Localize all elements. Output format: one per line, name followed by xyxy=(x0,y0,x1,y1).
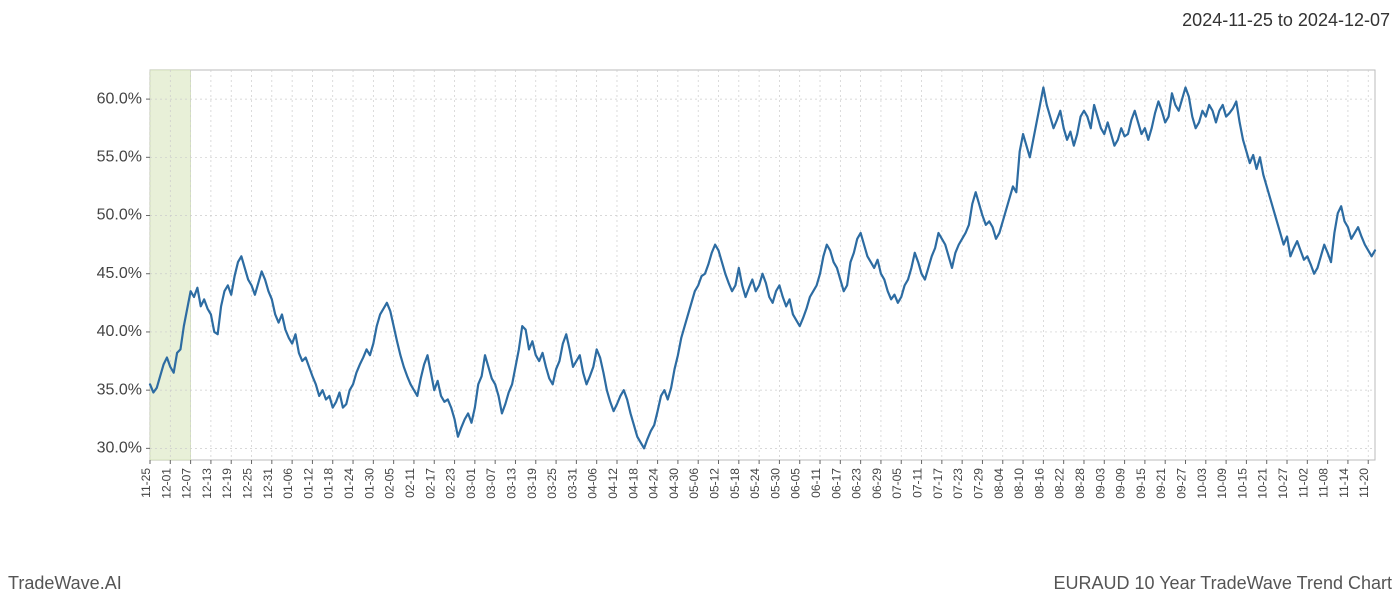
x-tick-label: 07-23 xyxy=(951,468,965,499)
x-tick-label: 03-19 xyxy=(525,468,539,499)
x-tick-label: 10-21 xyxy=(1256,468,1270,499)
x-tick-label: 05-12 xyxy=(708,468,722,499)
x-tick-label: 10-15 xyxy=(1235,468,1249,499)
x-tick-label: 02-23 xyxy=(444,468,458,499)
x-tick-label: 06-29 xyxy=(870,468,884,499)
x-tick-label: 04-06 xyxy=(586,468,600,499)
x-tick-label: 09-15 xyxy=(1134,468,1148,499)
x-tick-label: 12-07 xyxy=(180,468,194,499)
y-tick-label: 35.0% xyxy=(97,381,142,398)
x-tick-label: 02-05 xyxy=(383,468,397,499)
y-tick-label: 50.0% xyxy=(97,207,142,224)
x-tick-label: 06-05 xyxy=(789,468,803,499)
x-tick-label: 05-06 xyxy=(687,468,701,499)
x-tick-label: 12-25 xyxy=(241,468,255,499)
x-tick-label: 08-04 xyxy=(992,468,1006,499)
x-tick-label: 11-25 xyxy=(139,468,153,498)
x-tick-label: 09-27 xyxy=(1174,468,1188,499)
footer-brand: TradeWave.AI xyxy=(8,573,122,594)
x-tick-label: 01-30 xyxy=(362,468,376,499)
x-tick-label: 07-29 xyxy=(971,468,985,499)
x-tick-label: 11-20 xyxy=(1357,468,1371,498)
x-tick-label: 09-03 xyxy=(1093,468,1107,499)
date-range-label: 2024-11-25 to 2024-12-07 xyxy=(1182,10,1390,31)
x-tick-label: 06-17 xyxy=(829,468,843,499)
chart-area: 30.0% 35.0% 40.0% 45.0% 50.0% 55.0% 60.0% 11-25… xyxy=(80,60,1385,510)
x-tick-label: 01-12 xyxy=(301,468,315,499)
x-tick-label: 11-08 xyxy=(1317,468,1331,498)
x-tick-label: 04-12 xyxy=(606,468,620,499)
x-tick-label: 07-05 xyxy=(890,468,904,499)
x-tick-label: 05-18 xyxy=(728,468,742,499)
x-tick-label: 09-21 xyxy=(1154,468,1168,499)
x-tick-label: 02-17 xyxy=(423,468,437,499)
x-tick-label: 03-13 xyxy=(504,468,518,499)
x-tick-label: 03-25 xyxy=(545,468,559,499)
x-tick-label: 01-06 xyxy=(281,468,295,499)
x-tick-label: 04-18 xyxy=(626,468,640,499)
x-tick-label: 04-30 xyxy=(667,468,681,499)
x-tick-label: 06-23 xyxy=(850,468,864,499)
x-tick-label: 04-24 xyxy=(647,468,661,499)
y-tick-label: 45.0% xyxy=(97,265,142,282)
x-tick-label: 05-24 xyxy=(748,468,762,499)
chart-title: EURAUD 10 Year TradeWave Trend Chart xyxy=(1054,573,1393,594)
x-tick-label: 11-14 xyxy=(1337,468,1351,498)
x-tick-label: 09-09 xyxy=(1114,468,1128,499)
x-tick-label: 10-27 xyxy=(1276,468,1290,499)
x-tick-label: 08-22 xyxy=(1053,468,1067,499)
x-tick-label: 03-01 xyxy=(464,468,478,499)
x-tick-label: 11-02 xyxy=(1296,468,1310,498)
x-tick-label: 08-10 xyxy=(1012,468,1026,499)
x-tick-label: 12-31 xyxy=(261,468,275,499)
x-tick-label: 07-11 xyxy=(911,468,925,498)
x-tick-label: 07-17 xyxy=(931,468,945,499)
line-chart: 30.0% 35.0% 40.0% 45.0% 50.0% 55.0% 60.0% 11-25… xyxy=(80,60,1385,510)
x-tick-label: 05-30 xyxy=(768,468,782,499)
x-tick-label: 08-16 xyxy=(1032,468,1046,499)
x-tick-label: 01-18 xyxy=(322,468,336,499)
x-tick-label: 01-24 xyxy=(342,468,356,499)
x-tick-label: 02-11 xyxy=(403,468,417,498)
y-tick-label: 55.0% xyxy=(97,149,142,166)
x-tick-label: 08-28 xyxy=(1073,468,1087,499)
y-tick-label: 30.0% xyxy=(97,440,142,457)
x-tick-label: 10-09 xyxy=(1215,468,1229,499)
y-tick-label: 60.0% xyxy=(97,90,142,107)
y-tick-label: 40.0% xyxy=(97,323,142,340)
x-tick-label: 03-07 xyxy=(484,468,498,499)
x-tick-label: 12-19 xyxy=(220,468,234,499)
x-tick-label: 03-31 xyxy=(565,468,579,499)
x-tick-label: 10-03 xyxy=(1195,468,1209,499)
x-tick-label: 12-13 xyxy=(200,468,214,499)
x-tick-label: 06-11 xyxy=(809,468,823,498)
x-tick-label: 12-01 xyxy=(159,468,173,499)
